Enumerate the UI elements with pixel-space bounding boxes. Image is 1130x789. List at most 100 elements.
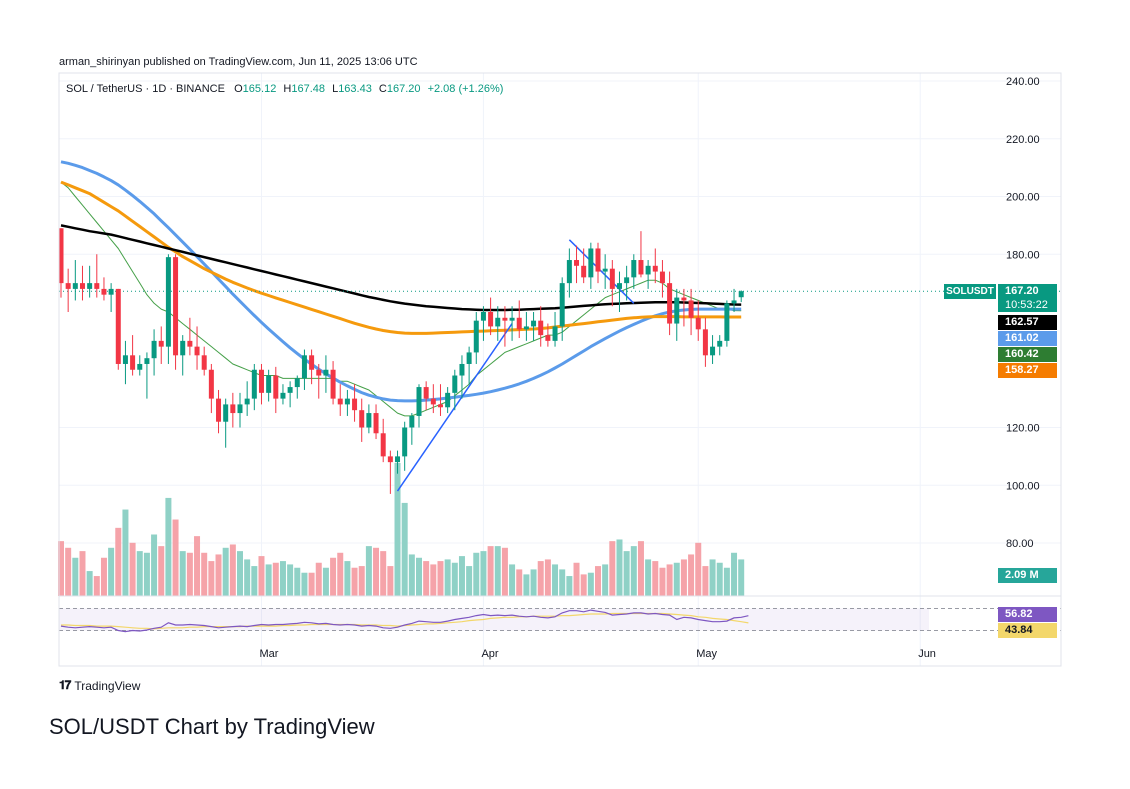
candle-body[interactable] <box>130 355 136 370</box>
candle-body[interactable] <box>208 369 214 399</box>
candle-body[interactable] <box>266 375 272 393</box>
candle-body[interactable] <box>495 317 501 327</box>
candle-body[interactable] <box>287 387 293 393</box>
candle-body[interactable] <box>616 283 622 289</box>
candle-body[interactable] <box>337 398 343 405</box>
candle-body[interactable] <box>595 248 601 272</box>
candle-body[interactable] <box>738 291 744 298</box>
candle-body[interactable] <box>223 404 229 422</box>
candle-body[interactable] <box>473 320 479 353</box>
candle-body[interactable] <box>652 265 658 272</box>
candle-body[interactable] <box>352 398 358 411</box>
candle-body[interactable] <box>72 283 78 289</box>
candle-body[interactable] <box>545 335 551 341</box>
candle-body[interactable] <box>559 283 565 327</box>
candle-body[interactable] <box>194 346 200 356</box>
candle-body[interactable] <box>237 404 243 414</box>
candle-body[interactable] <box>430 398 436 405</box>
candle-body[interactable] <box>366 413 372 428</box>
candle-body[interactable] <box>165 257 171 347</box>
candle-body[interactable] <box>180 340 186 356</box>
candle-body[interactable] <box>380 433 386 457</box>
candle-body[interactable] <box>488 312 494 327</box>
candle-body[interactable] <box>452 375 458 393</box>
candle-body[interactable] <box>552 326 558 341</box>
candle-body[interactable] <box>581 265 587 278</box>
candle-body[interactable] <box>230 404 236 414</box>
candle-body[interactable] <box>115 288 121 364</box>
candle-body[interactable] <box>710 346 716 356</box>
candle-body[interactable] <box>638 260 644 275</box>
candle-body[interactable] <box>273 375 279 399</box>
candle-body[interactable] <box>144 358 150 364</box>
candle-body[interactable] <box>173 257 179 356</box>
candle-body[interactable] <box>609 268 615 289</box>
candle-body[interactable] <box>309 355 315 370</box>
candle-body[interactable] <box>402 427 408 457</box>
candle-body[interactable] <box>151 340 157 359</box>
candle-body[interactable] <box>65 283 71 289</box>
candle-body[interactable] <box>251 369 257 399</box>
candle-body[interactable] <box>667 283 673 324</box>
candle-body[interactable] <box>187 340 193 347</box>
candle-body[interactable] <box>216 398 222 422</box>
candle-body[interactable] <box>423 387 429 399</box>
candle-body[interactable] <box>258 369 264 393</box>
candle-body[interactable] <box>688 300 694 318</box>
candle-body[interactable] <box>631 260 637 278</box>
candle-body[interactable] <box>516 317 522 330</box>
candle-body[interactable] <box>359 410 365 428</box>
candle-body[interactable] <box>459 363 465 376</box>
candle-body[interactable] <box>94 283 100 289</box>
candle-body[interactable] <box>645 265 651 275</box>
candle-body[interactable] <box>122 355 128 364</box>
candle-body[interactable] <box>681 297 687 301</box>
candle-body[interactable] <box>724 303 730 341</box>
candle-body[interactable] <box>445 392 451 408</box>
candle-body[interactable] <box>373 413 379 434</box>
tradingview-brand[interactable]: 𝟏𝟕 TradingView <box>59 678 140 693</box>
candle-body[interactable] <box>316 369 322 376</box>
candle-body[interactable] <box>108 288 114 295</box>
trendline[interactable] <box>568 239 635 304</box>
candle-body[interactable] <box>588 248 594 278</box>
candle-body[interactable] <box>244 398 250 405</box>
candle-body[interactable] <box>58 228 64 284</box>
candle-body[interactable] <box>387 456 393 463</box>
candle-body[interactable] <box>674 297 680 324</box>
candle-body[interactable] <box>659 271 665 284</box>
candle-body[interactable] <box>502 317 508 321</box>
candle-body[interactable] <box>538 320 544 336</box>
candle-body[interactable] <box>79 283 85 289</box>
candle-body[interactable] <box>201 355 207 370</box>
candle-body[interactable] <box>87 283 93 289</box>
candle-body[interactable] <box>531 320 537 327</box>
candle-body[interactable] <box>330 369 336 399</box>
candle-body[interactable] <box>395 456 401 463</box>
candle-body[interactable] <box>717 340 723 347</box>
candle-body[interactable] <box>695 317 701 330</box>
candle-body[interactable] <box>480 312 486 321</box>
candle-body[interactable] <box>409 415 415 428</box>
candle-body[interactable] <box>509 317 515 321</box>
candle-body[interactable] <box>731 300 737 304</box>
candle-body[interactable] <box>344 398 350 405</box>
candle-body[interactable] <box>602 268 608 272</box>
candle-body[interactable] <box>523 326 529 330</box>
candle-body[interactable] <box>624 277 630 284</box>
candle-body[interactable] <box>323 369 329 376</box>
candle-body[interactable] <box>301 355 307 379</box>
candle-body[interactable] <box>437 404 443 408</box>
symbol-line[interactable]: SOL / TetherUS · 1D · BINANCE <box>66 83 225 95</box>
candle-body[interactable] <box>702 329 708 356</box>
candle-body[interactable] <box>466 352 472 364</box>
candle-body[interactable] <box>158 340 164 347</box>
candle-body[interactable] <box>280 392 286 399</box>
candle-body[interactable] <box>416 387 422 416</box>
candle-body[interactable] <box>294 378 300 388</box>
candle-body[interactable] <box>137 363 143 370</box>
candle-body[interactable] <box>101 288 107 295</box>
candle-body[interactable] <box>574 260 580 266</box>
candle-body[interactable] <box>566 260 572 284</box>
